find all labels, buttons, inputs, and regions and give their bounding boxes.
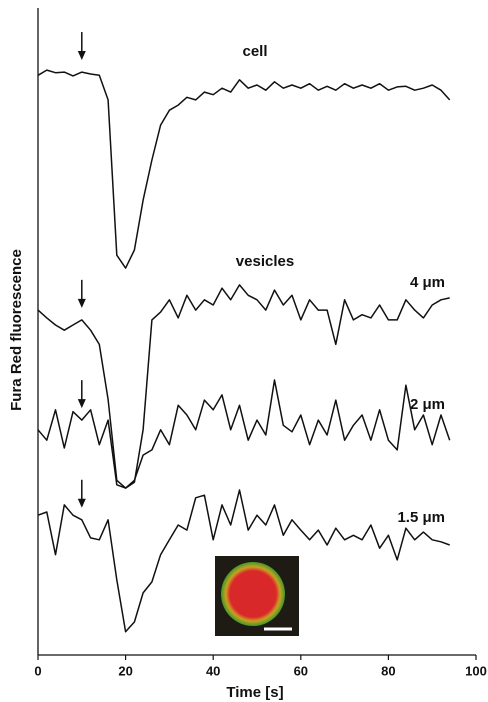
- trace-label: 4 μm: [410, 274, 445, 291]
- trace: [37, 379, 451, 489]
- trace: [37, 284, 450, 489]
- inset-vesicle: [221, 562, 285, 626]
- stimulus-arrowhead: [77, 298, 86, 308]
- y-axis-label: Fura Red fluorescence: [8, 249, 25, 411]
- trace-label: 2 μm: [410, 396, 445, 413]
- x-tick-label: 40: [206, 663, 220, 678]
- x-axis-label: Time [s]: [226, 684, 283, 701]
- trace: [37, 489, 450, 633]
- x-tick-label: 0: [34, 663, 41, 678]
- x-tick-label: 100: [465, 663, 487, 678]
- trace-label: cell: [242, 43, 267, 60]
- stimulus-arrowhead: [77, 399, 86, 409]
- annotation: vesicles: [236, 253, 294, 270]
- x-tick-label: 20: [118, 663, 132, 678]
- stimulus-arrowhead: [77, 498, 86, 508]
- trace-label: 1.5 μm: [397, 509, 445, 526]
- trace: [37, 69, 451, 269]
- x-tick-label: 60: [294, 663, 308, 678]
- x-tick-label: 80: [381, 663, 395, 678]
- stimulus-arrowhead: [77, 51, 86, 61]
